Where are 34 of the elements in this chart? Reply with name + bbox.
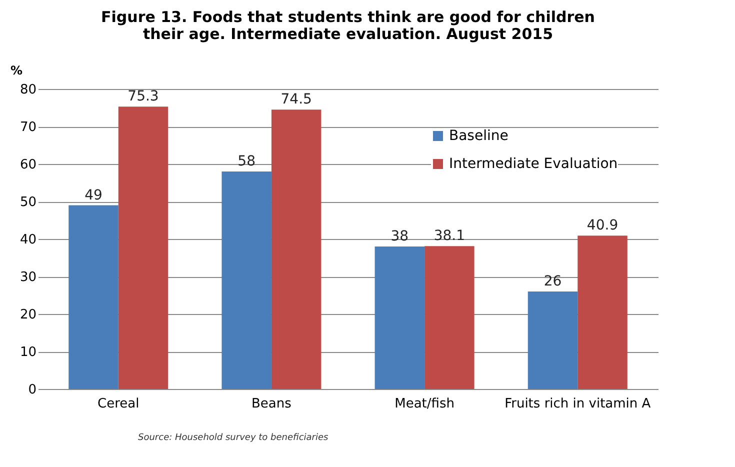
- bar: [118, 106, 168, 389]
- y-tick-label: 0: [28, 382, 36, 398]
- y-tick-label: 80: [20, 82, 36, 98]
- data-label: 26: [544, 274, 562, 290]
- data-label: 74.5: [280, 92, 312, 108]
- bar: [271, 110, 322, 389]
- y-tick-label: 50: [20, 195, 36, 210]
- source-note: Source: Household survey to beneficiaries: [138, 433, 329, 443]
- legend-label: Baseline: [449, 128, 508, 144]
- y-tick-label: 70: [20, 120, 36, 135]
- bar: [374, 246, 425, 389]
- bar: [68, 205, 118, 389]
- data-label: 75.3: [128, 88, 159, 105]
- y-tick-label: 40: [20, 232, 36, 248]
- bar: [578, 236, 628, 389]
- data-label: 58: [238, 154, 256, 170]
- bar: [424, 246, 474, 389]
- y-tick-label: 20: [20, 308, 36, 322]
- y-tick-label: 60: [20, 158, 36, 172]
- y-tick-label: 10: [20, 345, 36, 360]
- y-tick-label: 30: [20, 270, 36, 285]
- x-tick-label: Cereal: [98, 396, 140, 412]
- x-tick-label: Fruits rich in vitamin A: [504, 396, 651, 412]
- data-label: 40.9: [586, 218, 618, 234]
- y-axis-title: %: [10, 64, 23, 78]
- legend-label: Intermediate Evaluation: [449, 156, 618, 172]
- x-tick-label: Beans: [252, 396, 292, 412]
- data-label: 38.1: [434, 228, 466, 244]
- bar: [222, 172, 272, 389]
- data-label: 38: [390, 228, 409, 244]
- bar: [528, 292, 578, 389]
- data-label: 49: [84, 187, 102, 204]
- x-tick-label: Meat/fish: [394, 396, 454, 412]
- chart-title: Figure 13. Foods that students think are good for children their age. Intermediate evaluation. August 2015: [101, 8, 595, 43]
